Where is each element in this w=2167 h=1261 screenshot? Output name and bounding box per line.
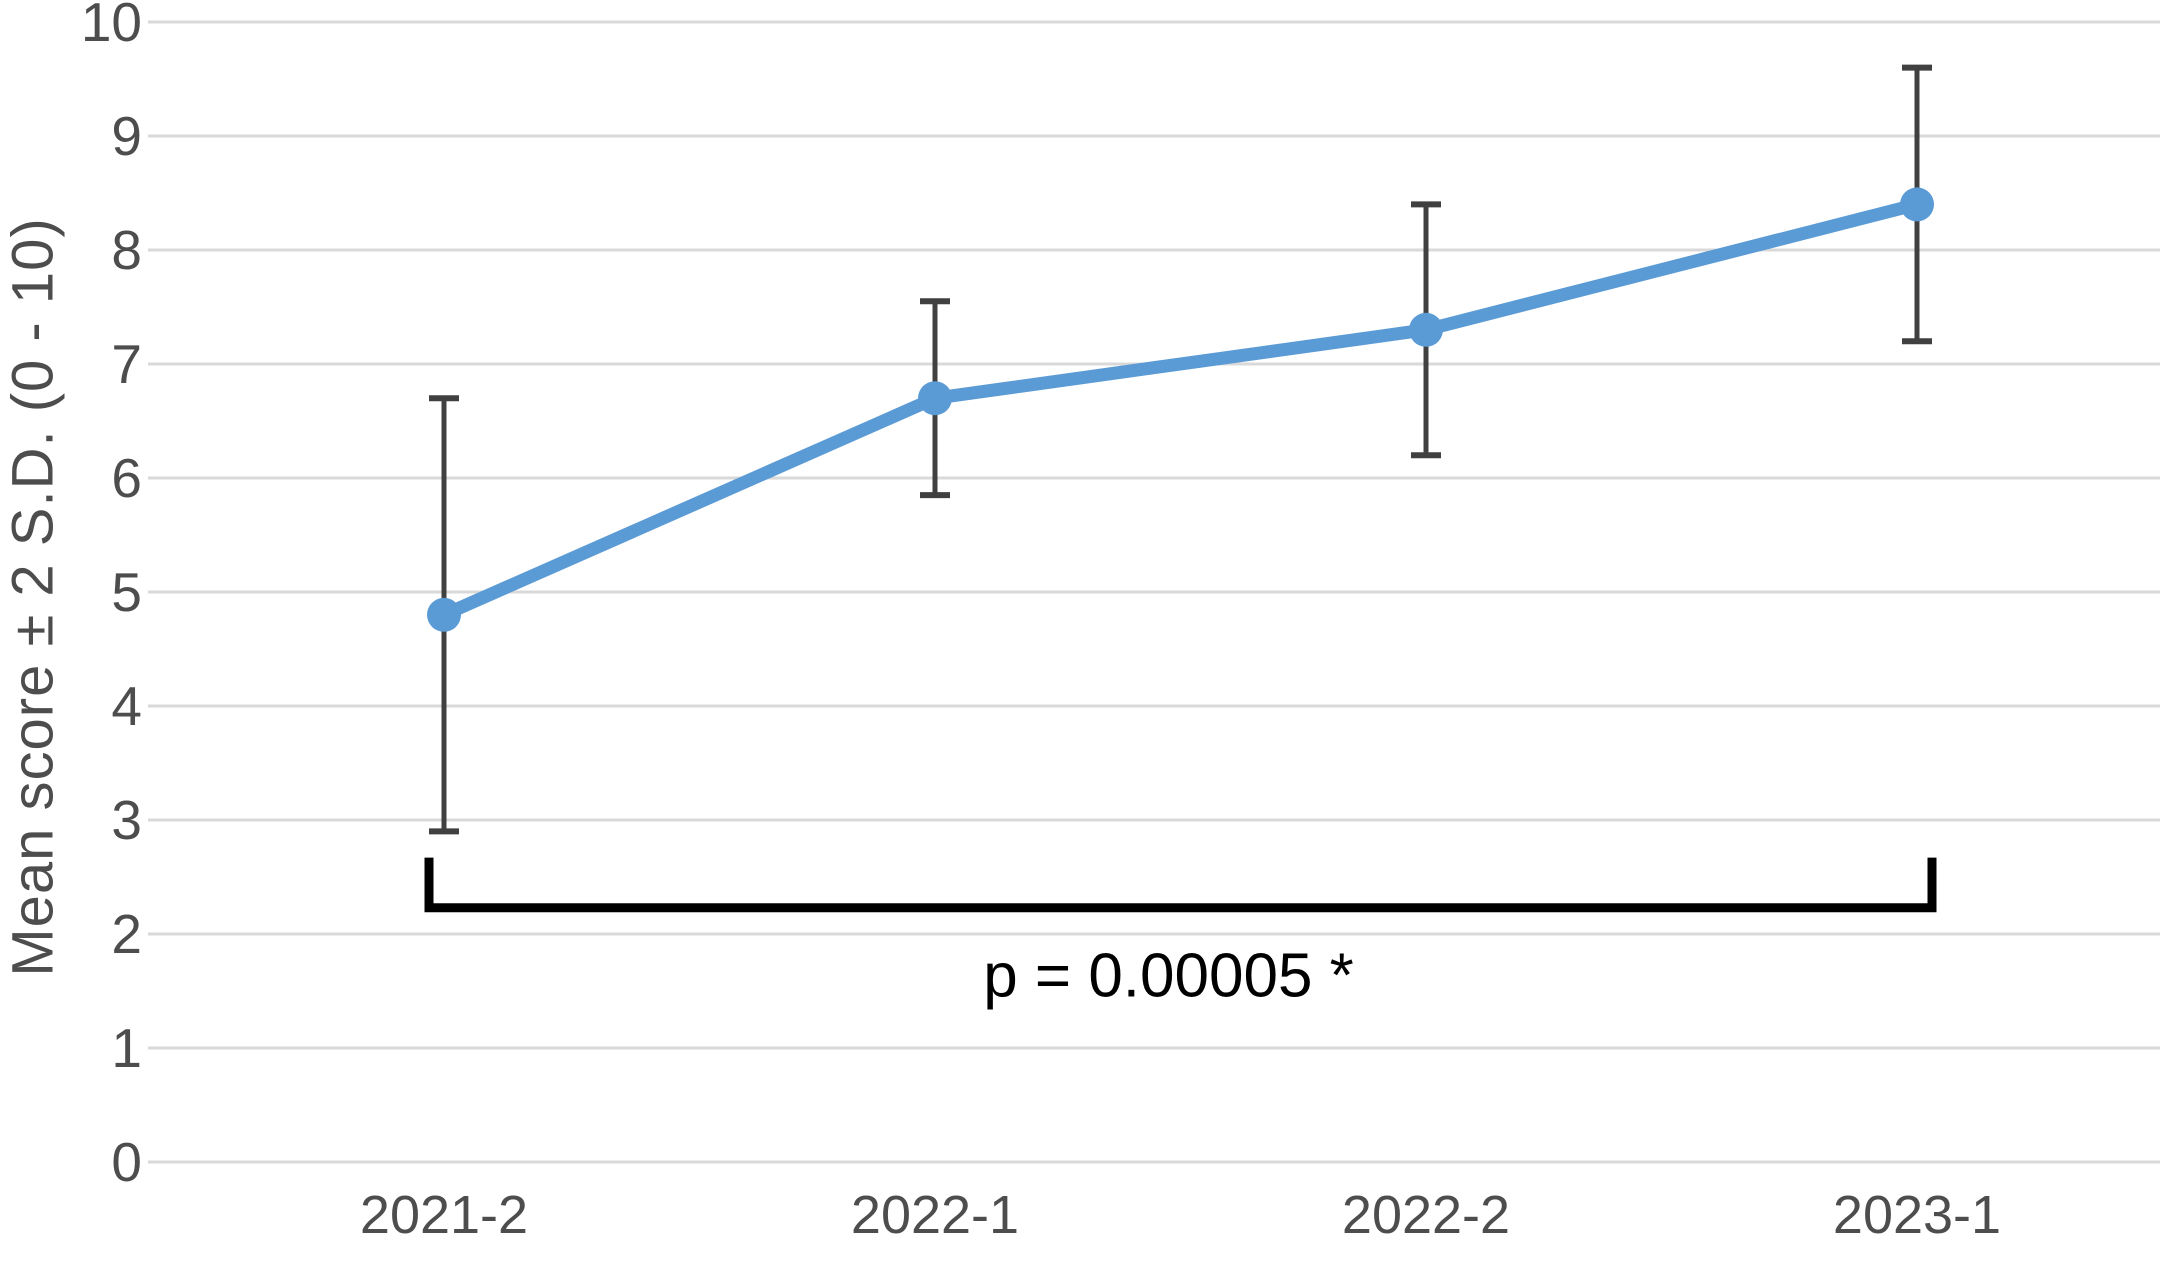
data-point-marker [427,597,461,632]
x-tick-label: 2022-1 [851,1185,1019,1245]
y-tick-label: 1 [111,1017,142,1079]
y-tick-label: 10 [81,0,142,53]
y-tick-label: 2 [111,903,142,965]
x-tick-label: 2023-1 [1833,1185,2001,1245]
y-tick-label: 8 [111,219,142,281]
data-point-marker [918,381,952,416]
significance-bracket [424,857,1937,913]
data-point-marker [1409,312,1443,347]
y-tick-label: 0 [111,1131,142,1193]
y-axis-title: Mean score ± 2 S.D. (0 - 10) [0,217,66,977]
y-tick-label: 7 [111,333,142,395]
y-tick-label: 5 [111,561,142,623]
x-tick-label: 2021-2 [360,1185,528,1245]
y-tick-label: 3 [111,789,142,851]
data-point-marker [1900,187,1934,222]
p-value-label: p = 0.00005 * [983,942,1354,1011]
y-tick-label: 9 [111,105,142,167]
x-tick-label: 2022-2 [1342,1185,1510,1245]
y-tick-label: 4 [111,675,142,737]
series-line [437,197,1924,622]
y-tick-label: 6 [111,447,142,509]
